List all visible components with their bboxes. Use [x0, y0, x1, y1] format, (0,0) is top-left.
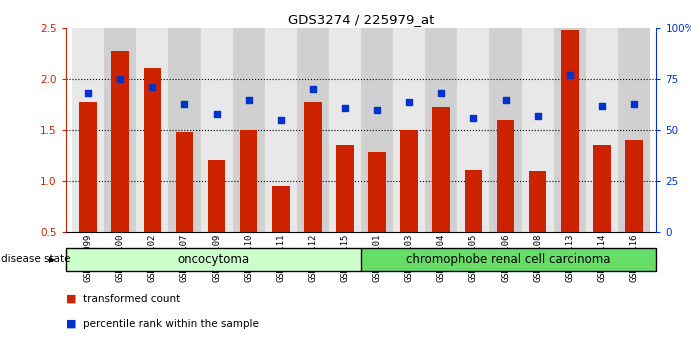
Point: [372, 107, 383, 113]
Bar: [393, 28, 425, 232]
Bar: [240, 130, 258, 232]
Text: percentile rank within the sample: percentile rank within the sample: [83, 319, 259, 329]
Bar: [368, 153, 386, 232]
Bar: [561, 30, 578, 232]
Text: ▶: ▶: [48, 255, 55, 264]
Text: ■: ■: [66, 294, 76, 304]
Bar: [79, 102, 97, 232]
Bar: [104, 28, 136, 232]
Text: chromophobe renal cell carcinoma: chromophobe renal cell carcinoma: [406, 253, 611, 266]
Bar: [464, 170, 482, 232]
Point: [339, 105, 350, 110]
Point: [565, 72, 576, 78]
Point: [179, 101, 190, 107]
Text: ■: ■: [66, 319, 76, 329]
Bar: [136, 28, 169, 232]
Point: [211, 111, 222, 117]
Bar: [272, 186, 290, 232]
Bar: [265, 28, 297, 232]
Point: [500, 97, 511, 102]
Bar: [593, 145, 611, 232]
Point: [146, 85, 158, 90]
Bar: [457, 28, 489, 232]
Text: disease state: disease state: [1, 254, 70, 264]
Point: [404, 99, 415, 104]
Bar: [72, 28, 104, 232]
Point: [115, 76, 126, 82]
Bar: [66, 248, 361, 271]
Point: [468, 115, 479, 121]
Point: [243, 97, 254, 102]
Bar: [304, 102, 322, 232]
Point: [596, 103, 607, 109]
Bar: [176, 132, 193, 232]
Bar: [361, 28, 393, 232]
Bar: [208, 160, 225, 232]
Bar: [297, 28, 329, 232]
Bar: [553, 28, 586, 232]
Bar: [169, 28, 200, 232]
Bar: [489, 28, 522, 232]
Text: transformed count: transformed count: [83, 294, 180, 304]
Point: [628, 101, 639, 107]
Bar: [361, 248, 656, 271]
Bar: [336, 145, 354, 232]
Bar: [329, 28, 361, 232]
Bar: [200, 28, 233, 232]
Point: [436, 91, 447, 96]
Point: [83, 91, 94, 96]
Point: [307, 87, 319, 92]
Bar: [522, 28, 553, 232]
Bar: [625, 140, 643, 232]
Bar: [497, 120, 514, 232]
Point: [275, 117, 286, 123]
Bar: [618, 28, 650, 232]
Bar: [586, 28, 618, 232]
Bar: [433, 107, 450, 232]
Title: GDS3274 / 225979_at: GDS3274 / 225979_at: [288, 13, 434, 26]
Bar: [144, 68, 161, 232]
Bar: [529, 171, 547, 232]
Point: [532, 113, 543, 119]
Text: oncocytoma: oncocytoma: [178, 253, 249, 266]
Bar: [233, 28, 265, 232]
Bar: [425, 28, 457, 232]
Bar: [111, 51, 129, 232]
Bar: [400, 130, 418, 232]
